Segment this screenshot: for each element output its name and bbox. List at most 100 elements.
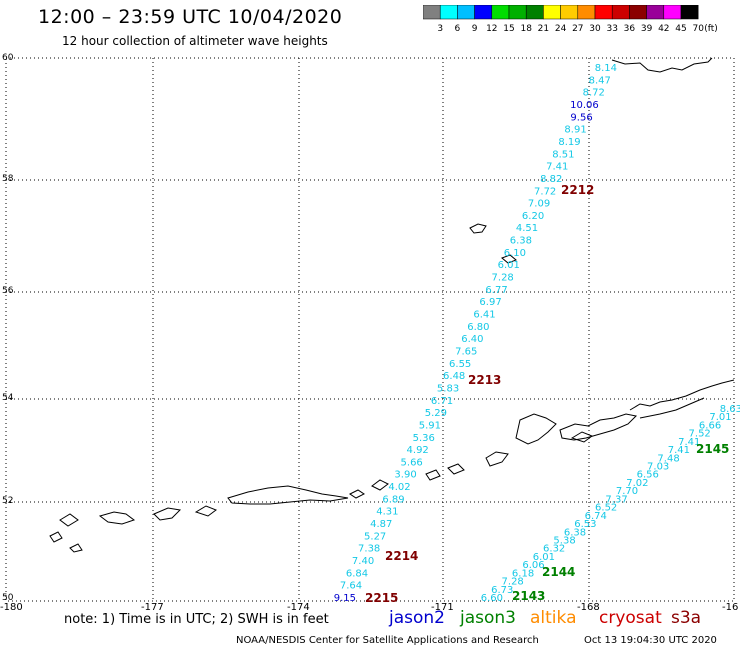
swh-value: 7.41	[678, 437, 700, 448]
swh-value: 4.02	[388, 482, 410, 493]
swh-value: 7.37	[605, 494, 627, 505]
color-scale-legend: 3 6 9 12 15 18 21 24 27 30 33 36 39 42 45 70 (ft)	[423, 5, 718, 34]
swh-value: 6.38	[510, 236, 532, 247]
page-subtitle: 12 hour collection of altimeter wave hei…	[62, 34, 328, 48]
color-swatch	[680, 5, 699, 20]
lat-label: 58	[2, 174, 14, 184]
color-swatch	[594, 5, 613, 20]
swh-value: 6.89	[382, 494, 404, 505]
swh-value: 6.77	[485, 285, 507, 296]
swh-value: 6.38	[564, 527, 586, 538]
color-scale-label: 9	[472, 24, 478, 34]
color-scale-label: 45	[675, 24, 686, 34]
swh-value: 6.97	[479, 297, 501, 308]
swh-value: 7.48	[657, 453, 679, 464]
swh-value: 5.29	[425, 408, 447, 419]
swh-value: 8.63	[720, 404, 740, 415]
swh-value: 5.38	[553, 536, 575, 547]
lat-label: 54	[2, 393, 14, 403]
longitude-labels: -180 -177 -174 -171 -168 -16	[0, 602, 738, 613]
lon-label: -180	[0, 602, 23, 613]
swh-value: 7.01	[709, 412, 731, 423]
swh-value: 8.19	[558, 137, 580, 148]
color-swatch	[491, 5, 510, 20]
track-2143-2145: 8.637.016.667.527.417.417.487.036.567.02…	[481, 404, 740, 604]
page-title: 12:00 – 23:59 UTC 10/04/2020	[38, 6, 343, 28]
lon-label: -16	[722, 602, 738, 613]
pass-label: 2143	[512, 589, 545, 603]
swh-value: 7.03	[647, 462, 669, 473]
swh-value: 6.71	[431, 396, 453, 407]
swh-value: 7.41	[668, 445, 690, 456]
swh-value: 4.51	[516, 223, 538, 234]
color-scale-label: 3	[437, 24, 443, 34]
swh-value: 3.90	[394, 470, 416, 481]
color-swatch	[577, 5, 596, 20]
swh-value: 5.66	[401, 457, 423, 468]
color-scale-label: 39	[641, 24, 653, 34]
swh-value: 7.65	[455, 347, 477, 358]
swh-value: 7.02	[626, 478, 648, 489]
color-scale-label: 42	[658, 24, 669, 34]
color-swatch	[508, 5, 527, 20]
swh-value: 10.06	[570, 100, 599, 111]
swh-value: 6.48	[443, 371, 465, 382]
lat-label: 56	[2, 286, 14, 296]
swh-value: 7.52	[689, 429, 711, 440]
swh-value: 6.18	[512, 568, 534, 579]
swh-value: 6.40	[461, 334, 483, 345]
swh-value: 8.91	[564, 125, 586, 136]
generation-timestamp: Oct 13 19:04:30 UTC 2020	[584, 635, 717, 646]
swh-value: 7.09	[528, 199, 550, 210]
swh-value: 6.06	[522, 560, 544, 571]
color-scale-label: 12	[486, 24, 497, 34]
pass-label: 2212	[561, 183, 594, 197]
swh-value: 9.56	[570, 112, 592, 123]
swh-value: 7.40	[352, 556, 374, 567]
swh-value: 5.27	[364, 531, 386, 542]
color-scale-label: 70	[692, 24, 704, 34]
swh-value: 7.64	[340, 581, 362, 592]
swh-value: 6.60	[481, 593, 503, 604]
swh-value: 6.73	[491, 585, 513, 596]
color-scale-unit: (ft)	[704, 24, 718, 34]
swh-value: 6.32	[543, 544, 565, 555]
color-scale-swatches	[423, 5, 699, 20]
swh-value: 8.72	[583, 88, 605, 99]
pass-label: 2213	[468, 373, 501, 387]
color-swatch	[439, 5, 458, 20]
legend-jason2: jason2	[389, 608, 445, 628]
color-scale-label: 24	[555, 24, 567, 34]
lon-label: -171	[431, 602, 454, 613]
swh-value: 4.92	[407, 445, 429, 456]
pass-label: 2145	[696, 442, 729, 456]
color-swatch	[474, 5, 493, 20]
color-swatch	[543, 5, 561, 20]
swh-value: 6.53	[574, 519, 596, 530]
map-frame	[5, 57, 735, 602]
color-scale-labels: 3 6 9 12 15 18 21 24 27 30 33 36 39 42 45 70 (ft)	[437, 24, 717, 34]
pass-labels: 2212 2213 2214 2215 2145 2144 2143	[365, 183, 729, 605]
legend-s3a: s3a	[671, 608, 702, 628]
swh-value: 7.41	[546, 162, 568, 173]
lat-label: 50	[2, 593, 14, 603]
swh-value: 7.70	[616, 486, 638, 497]
credit-line: NOAA/NESDIS Center for Satellite Applica…	[236, 635, 539, 646]
latitude-labels: 60 58 56 54 52 50	[2, 53, 14, 603]
swh-value: 7.38	[358, 544, 380, 555]
color-swatch	[525, 5, 544, 20]
swh-value: 6.84	[346, 568, 368, 579]
swh-value: 5.91	[419, 420, 441, 431]
lon-label: -174	[287, 602, 310, 613]
swh-value: 6.55	[449, 359, 471, 370]
lat-label: 52	[2, 496, 13, 506]
color-scale-label: 27	[572, 24, 583, 34]
swh-value: 6.66	[699, 420, 721, 431]
swh-value: 7.72	[534, 186, 556, 197]
lat-label: 60	[2, 53, 14, 63]
swh-value: 4.31	[376, 507, 398, 518]
pass-label: 2214	[385, 549, 418, 563]
legend-altika: altika	[530, 608, 577, 628]
